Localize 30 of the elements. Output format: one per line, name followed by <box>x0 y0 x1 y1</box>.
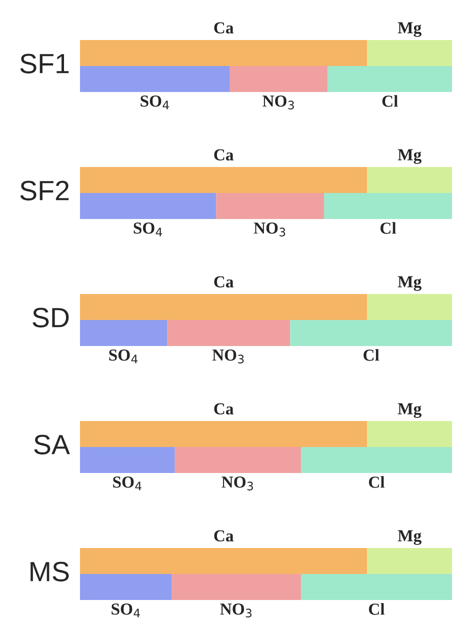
chart-title: SD <box>32 308 69 328</box>
series-label: Ca <box>214 276 234 288</box>
series-label: SO$_{4}$ <box>134 222 162 236</box>
series-label: Ca <box>214 530 234 542</box>
chart-title: SF2 <box>20 180 69 200</box>
series-label: SO$_{4}$ <box>109 350 138 364</box>
series-label: Cl <box>368 476 385 488</box>
series-label: NO$_{3}$ <box>222 476 253 490</box>
series-label: SO$_{4}$ <box>140 96 169 110</box>
series-label: Ca <box>214 149 234 160</box>
series-label: NO$_{3}$ <box>220 604 252 618</box>
series-label: Mg <box>398 149 422 164</box>
chart-title: SA <box>34 434 70 454</box>
series-label: Ca <box>214 403 234 414</box>
series-label: Mg <box>398 530 422 545</box>
chart-title: MS <box>30 562 69 582</box>
series-label: SO$_{4}$ <box>112 604 140 618</box>
series-label: Mg <box>398 403 422 418</box>
series-label: Cl <box>380 222 396 234</box>
series-label: Mg <box>398 22 422 37</box>
series-label: Cl <box>382 95 398 107</box>
series-label: Mg <box>398 276 422 291</box>
series-label: NO$_{3}$ <box>254 222 286 236</box>
series-label: Cl <box>364 349 380 361</box>
series-label: SO$_{4}$ <box>113 476 142 490</box>
series-label: Cl <box>368 603 385 615</box>
series-label: NO$_{3}$ <box>212 350 244 364</box>
series-label: Ca <box>214 22 234 34</box>
series-label: NO$_{3}$ <box>262 96 294 110</box>
chart-title: SF1 <box>20 54 69 74</box>
